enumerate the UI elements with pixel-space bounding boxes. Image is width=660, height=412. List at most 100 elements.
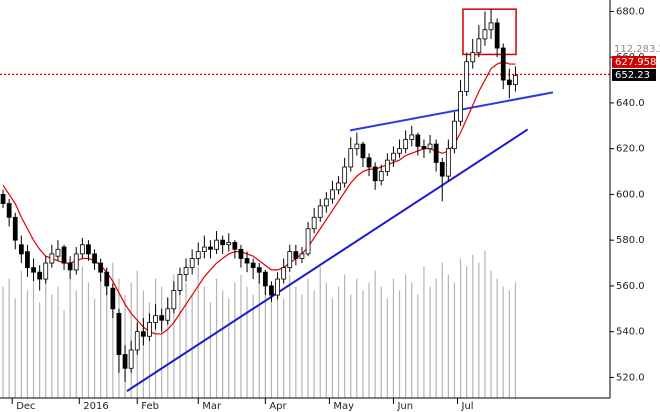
candle-body xyxy=(421,145,427,150)
volume-bar xyxy=(289,274,291,398)
volume-bar xyxy=(81,266,83,398)
candle-body xyxy=(73,253,79,271)
volume-bar xyxy=(453,282,456,398)
candle-body xyxy=(226,242,232,246)
volume-bar xyxy=(270,290,273,398)
candle-body xyxy=(445,148,451,177)
candle-body xyxy=(244,258,250,264)
volume-bar xyxy=(20,270,22,398)
volume-bar xyxy=(161,286,163,398)
volume-bar xyxy=(301,294,303,398)
candle-body xyxy=(250,262,256,269)
candle-body xyxy=(195,251,201,259)
x-tick-label: Apr xyxy=(269,401,287,412)
candle-body xyxy=(317,205,323,218)
volume-bar xyxy=(179,290,181,398)
volume-bar xyxy=(392,278,395,398)
volume-bar xyxy=(8,278,10,398)
candle-body xyxy=(183,267,189,275)
volume-bar xyxy=(283,298,285,398)
y-tick-label: 640.0 xyxy=(616,98,645,109)
volume-bar xyxy=(295,286,297,398)
candle-body xyxy=(360,143,366,159)
volume-bar xyxy=(51,294,53,398)
volume-bar xyxy=(14,298,16,398)
candle-body xyxy=(31,267,36,273)
volume-bar xyxy=(240,274,242,398)
y-tick-label: 620.0 xyxy=(616,144,645,155)
candle-body xyxy=(476,38,482,54)
candle-body xyxy=(12,216,18,241)
y-tick-label: 600.0 xyxy=(616,189,645,200)
x-tick-label: Jun xyxy=(396,401,413,412)
candle-body xyxy=(232,242,238,250)
candle-body xyxy=(104,271,110,287)
volume-bar xyxy=(26,290,29,398)
volume-bar xyxy=(264,278,266,398)
candle-body xyxy=(439,162,445,177)
volume-bar xyxy=(39,302,41,398)
candle-body xyxy=(92,253,97,264)
candle-body xyxy=(384,159,390,172)
volume-bar xyxy=(173,274,175,398)
highlight-box xyxy=(462,8,517,56)
volume-bar xyxy=(447,274,449,398)
candle-body xyxy=(415,134,421,147)
candle-body xyxy=(348,148,354,168)
candle-body xyxy=(330,189,335,200)
volume-bar xyxy=(197,266,199,398)
candle-body xyxy=(128,349,134,369)
volume-bar xyxy=(246,286,248,398)
candle-body xyxy=(488,22,494,31)
candle-body xyxy=(171,290,177,310)
candle-body xyxy=(134,331,140,351)
candle-body xyxy=(177,274,183,291)
candle-body xyxy=(79,244,85,255)
y-tick-label: 540.0 xyxy=(616,327,645,338)
candle-body xyxy=(513,75,518,86)
candle-body xyxy=(305,228,311,255)
volume-bar xyxy=(148,302,151,398)
candle-body xyxy=(110,287,116,310)
candle-body xyxy=(189,258,195,269)
volume-bar xyxy=(234,282,236,398)
candle-body xyxy=(500,47,506,81)
trend-line xyxy=(349,91,554,132)
candle-body xyxy=(366,157,372,168)
volume-bar xyxy=(441,262,443,398)
price-label: 652.23 xyxy=(615,70,650,81)
volume-bar xyxy=(209,302,212,398)
trend-line xyxy=(126,128,529,392)
volume-bar xyxy=(472,254,474,398)
candle-body xyxy=(458,91,463,122)
volume-bar xyxy=(423,266,425,398)
candle-body xyxy=(464,61,470,92)
candle-body xyxy=(372,166,378,182)
candle-body xyxy=(323,198,329,207)
volume-bar xyxy=(203,286,205,398)
volume-bar xyxy=(185,282,187,398)
candle-body xyxy=(49,253,55,264)
volume-bar xyxy=(93,298,96,398)
volume-bar xyxy=(325,282,327,398)
candle-body xyxy=(281,267,287,280)
candle-body xyxy=(55,248,61,257)
volume-bar xyxy=(514,282,517,398)
volume-bar xyxy=(496,278,498,398)
volume-bar xyxy=(429,286,431,398)
volume-bar xyxy=(32,282,35,398)
x-tick-label: Feb xyxy=(141,401,159,412)
volume-bar xyxy=(313,290,315,398)
candle-body xyxy=(482,29,488,40)
volume-bar xyxy=(478,262,480,398)
volume-bar xyxy=(344,274,346,398)
candle-body xyxy=(269,285,274,296)
candle-body xyxy=(67,262,73,271)
candle-body xyxy=(336,182,341,191)
volume-bar xyxy=(411,282,413,398)
volume-bar xyxy=(466,266,468,398)
candle-body xyxy=(18,244,24,255)
volume-bar xyxy=(69,278,71,398)
candle-body xyxy=(299,253,305,259)
x-tick-label: Jul xyxy=(461,401,474,412)
